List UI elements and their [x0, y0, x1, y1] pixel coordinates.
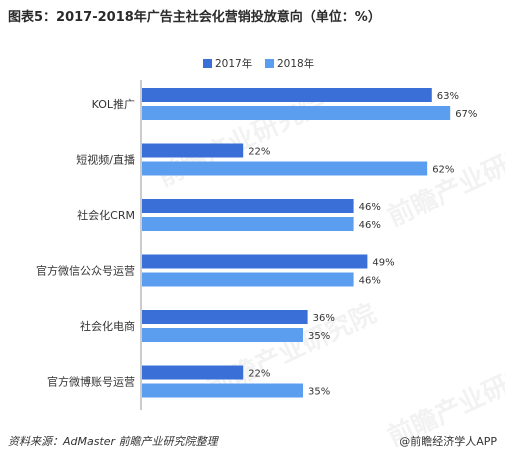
bar-2017 [142, 88, 432, 102]
data-label: 46% [359, 276, 381, 287]
bar-2017 [142, 254, 368, 269]
chart-title: 图表5：2017-2018年广告主社会化营销投放意向（单位：%） [8, 10, 381, 25]
bar-2017 [142, 365, 244, 380]
data-label: 46% [359, 220, 381, 231]
data-label: 46% [359, 202, 381, 213]
legend-label-2017: 2017年 [215, 58, 253, 70]
bar-2017 [142, 199, 354, 213]
data-label: 63% [437, 91, 459, 102]
category-label: 短视频/直播 [76, 153, 135, 167]
legend: 2017年 2018年 [0, 56, 505, 70]
data-label: 67% [455, 109, 477, 120]
data-label: 22% [248, 147, 270, 158]
bar-2018 [142, 106, 451, 120]
bar-2017 [142, 310, 308, 324]
legend-label-2018: 2018年 [277, 58, 315, 70]
brand-note: @前瞻经济学人APP [399, 435, 497, 448]
category-label: 官方微信公众号运营 [36, 264, 135, 278]
data-label: 49% [372, 258, 394, 269]
source-note: 资料来源：AdMaster 前瞻产业研究院整理 [8, 435, 218, 448]
category-label: 官方微博账号运营 [47, 375, 135, 389]
data-label: 36% [313, 313, 335, 324]
bar-2017 [142, 143, 244, 158]
bar-2018 [142, 217, 354, 231]
data-label: 35% [308, 387, 330, 398]
data-label: 22% [248, 369, 270, 380]
bar-2018 [142, 328, 303, 342]
category-label: 社会化电商 [80, 319, 135, 333]
bar-2018 [142, 272, 354, 287]
legend-swatch-2017 [203, 59, 212, 68]
category-label: KOL推广 [92, 97, 135, 111]
legend-swatch-2018 [265, 59, 274, 68]
bar-2018 [142, 161, 428, 176]
bar-2018 [142, 383, 303, 398]
category-label: 社会化CRM [77, 208, 135, 222]
legend-item-2017: 2017年 [203, 56, 252, 71]
data-label: 35% [308, 331, 330, 342]
data-label: 62% [432, 165, 454, 176]
legend-item-2018: 2018年 [265, 56, 314, 71]
